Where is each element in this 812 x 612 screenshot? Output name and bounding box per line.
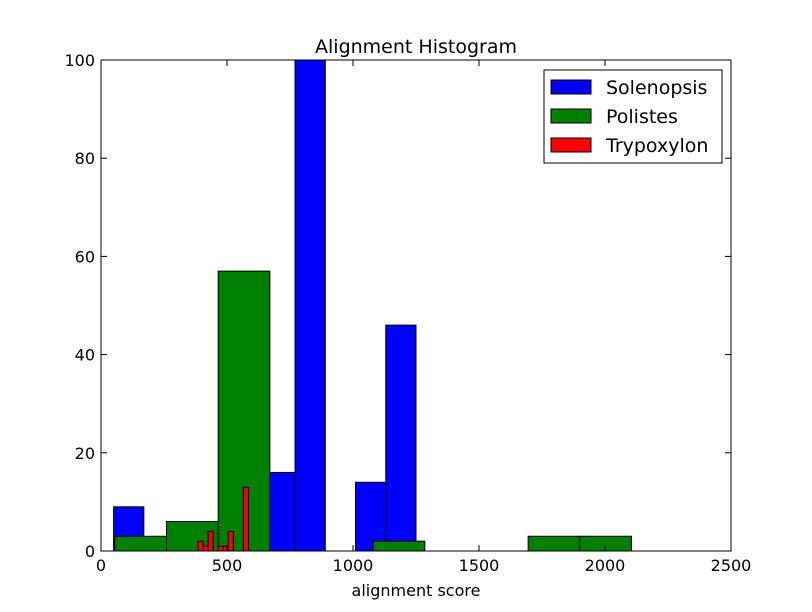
legend: Solenopsis Polistes Trypoxylon <box>543 69 723 164</box>
bars-group <box>113 59 632 552</box>
legend-swatch-polistes <box>550 108 592 124</box>
x-axis-ticks: 0 500 1000 1500 2000 2500 <box>96 60 751 575</box>
legend-swatch-solenopsis <box>550 79 592 95</box>
bar-trypoxylon-0 <box>197 540 204 552</box>
x-tick-label-2: 1000 <box>333 556 374 575</box>
legend-label-solenopsis: Solenopsis <box>606 77 707 99</box>
bar-solenopsis-6 <box>294 59 326 552</box>
legend-swatch-trypoxylon <box>550 137 592 153</box>
bar-trypoxylon-4 <box>217 545 224 552</box>
bar-polistes-8 <box>527 535 581 552</box>
x-tick-label-3: 1500 <box>459 556 500 575</box>
y-tick-label-2: 40 <box>75 346 95 365</box>
bar-trypoxylon-1 <box>202 545 209 552</box>
x-tick-label-4: 2000 <box>585 556 626 575</box>
y-tick-label-3: 60 <box>75 247 95 266</box>
bar-solenopsis-9 <box>385 324 417 552</box>
legend-label-polistes: Polistes <box>606 106 678 128</box>
y-tick-label-4: 80 <box>75 149 95 168</box>
bar-trypoxylon-9 <box>242 486 249 552</box>
chart-title: Alignment Histogram <box>315 36 517 58</box>
x-tick-label-0: 0 <box>96 556 106 575</box>
y-tick-label-0: 0 <box>85 542 95 561</box>
bar-polistes-9 <box>579 535 632 552</box>
legend-label-trypoxylon: Trypoxylon <box>605 135 708 157</box>
x-tick-label-5: 2500 <box>711 556 752 575</box>
bar-polistes-0 <box>114 535 168 552</box>
y-tick-label-1: 20 <box>75 444 95 463</box>
bar-trypoxylon-2 <box>207 530 214 552</box>
x-tick-label-1: 500 <box>212 556 243 575</box>
y-axis-ticks: 0 20 40 60 80 100 <box>64 51 731 561</box>
plot-frame <box>100 59 732 552</box>
y-tick-label-5: 100 <box>64 51 95 70</box>
bar-polistes-5 <box>372 540 426 552</box>
bar-trypoxylon-5 <box>222 545 229 552</box>
bar-trypoxylon-6 <box>227 530 234 552</box>
x-axis-label: alignment score <box>352 581 481 600</box>
